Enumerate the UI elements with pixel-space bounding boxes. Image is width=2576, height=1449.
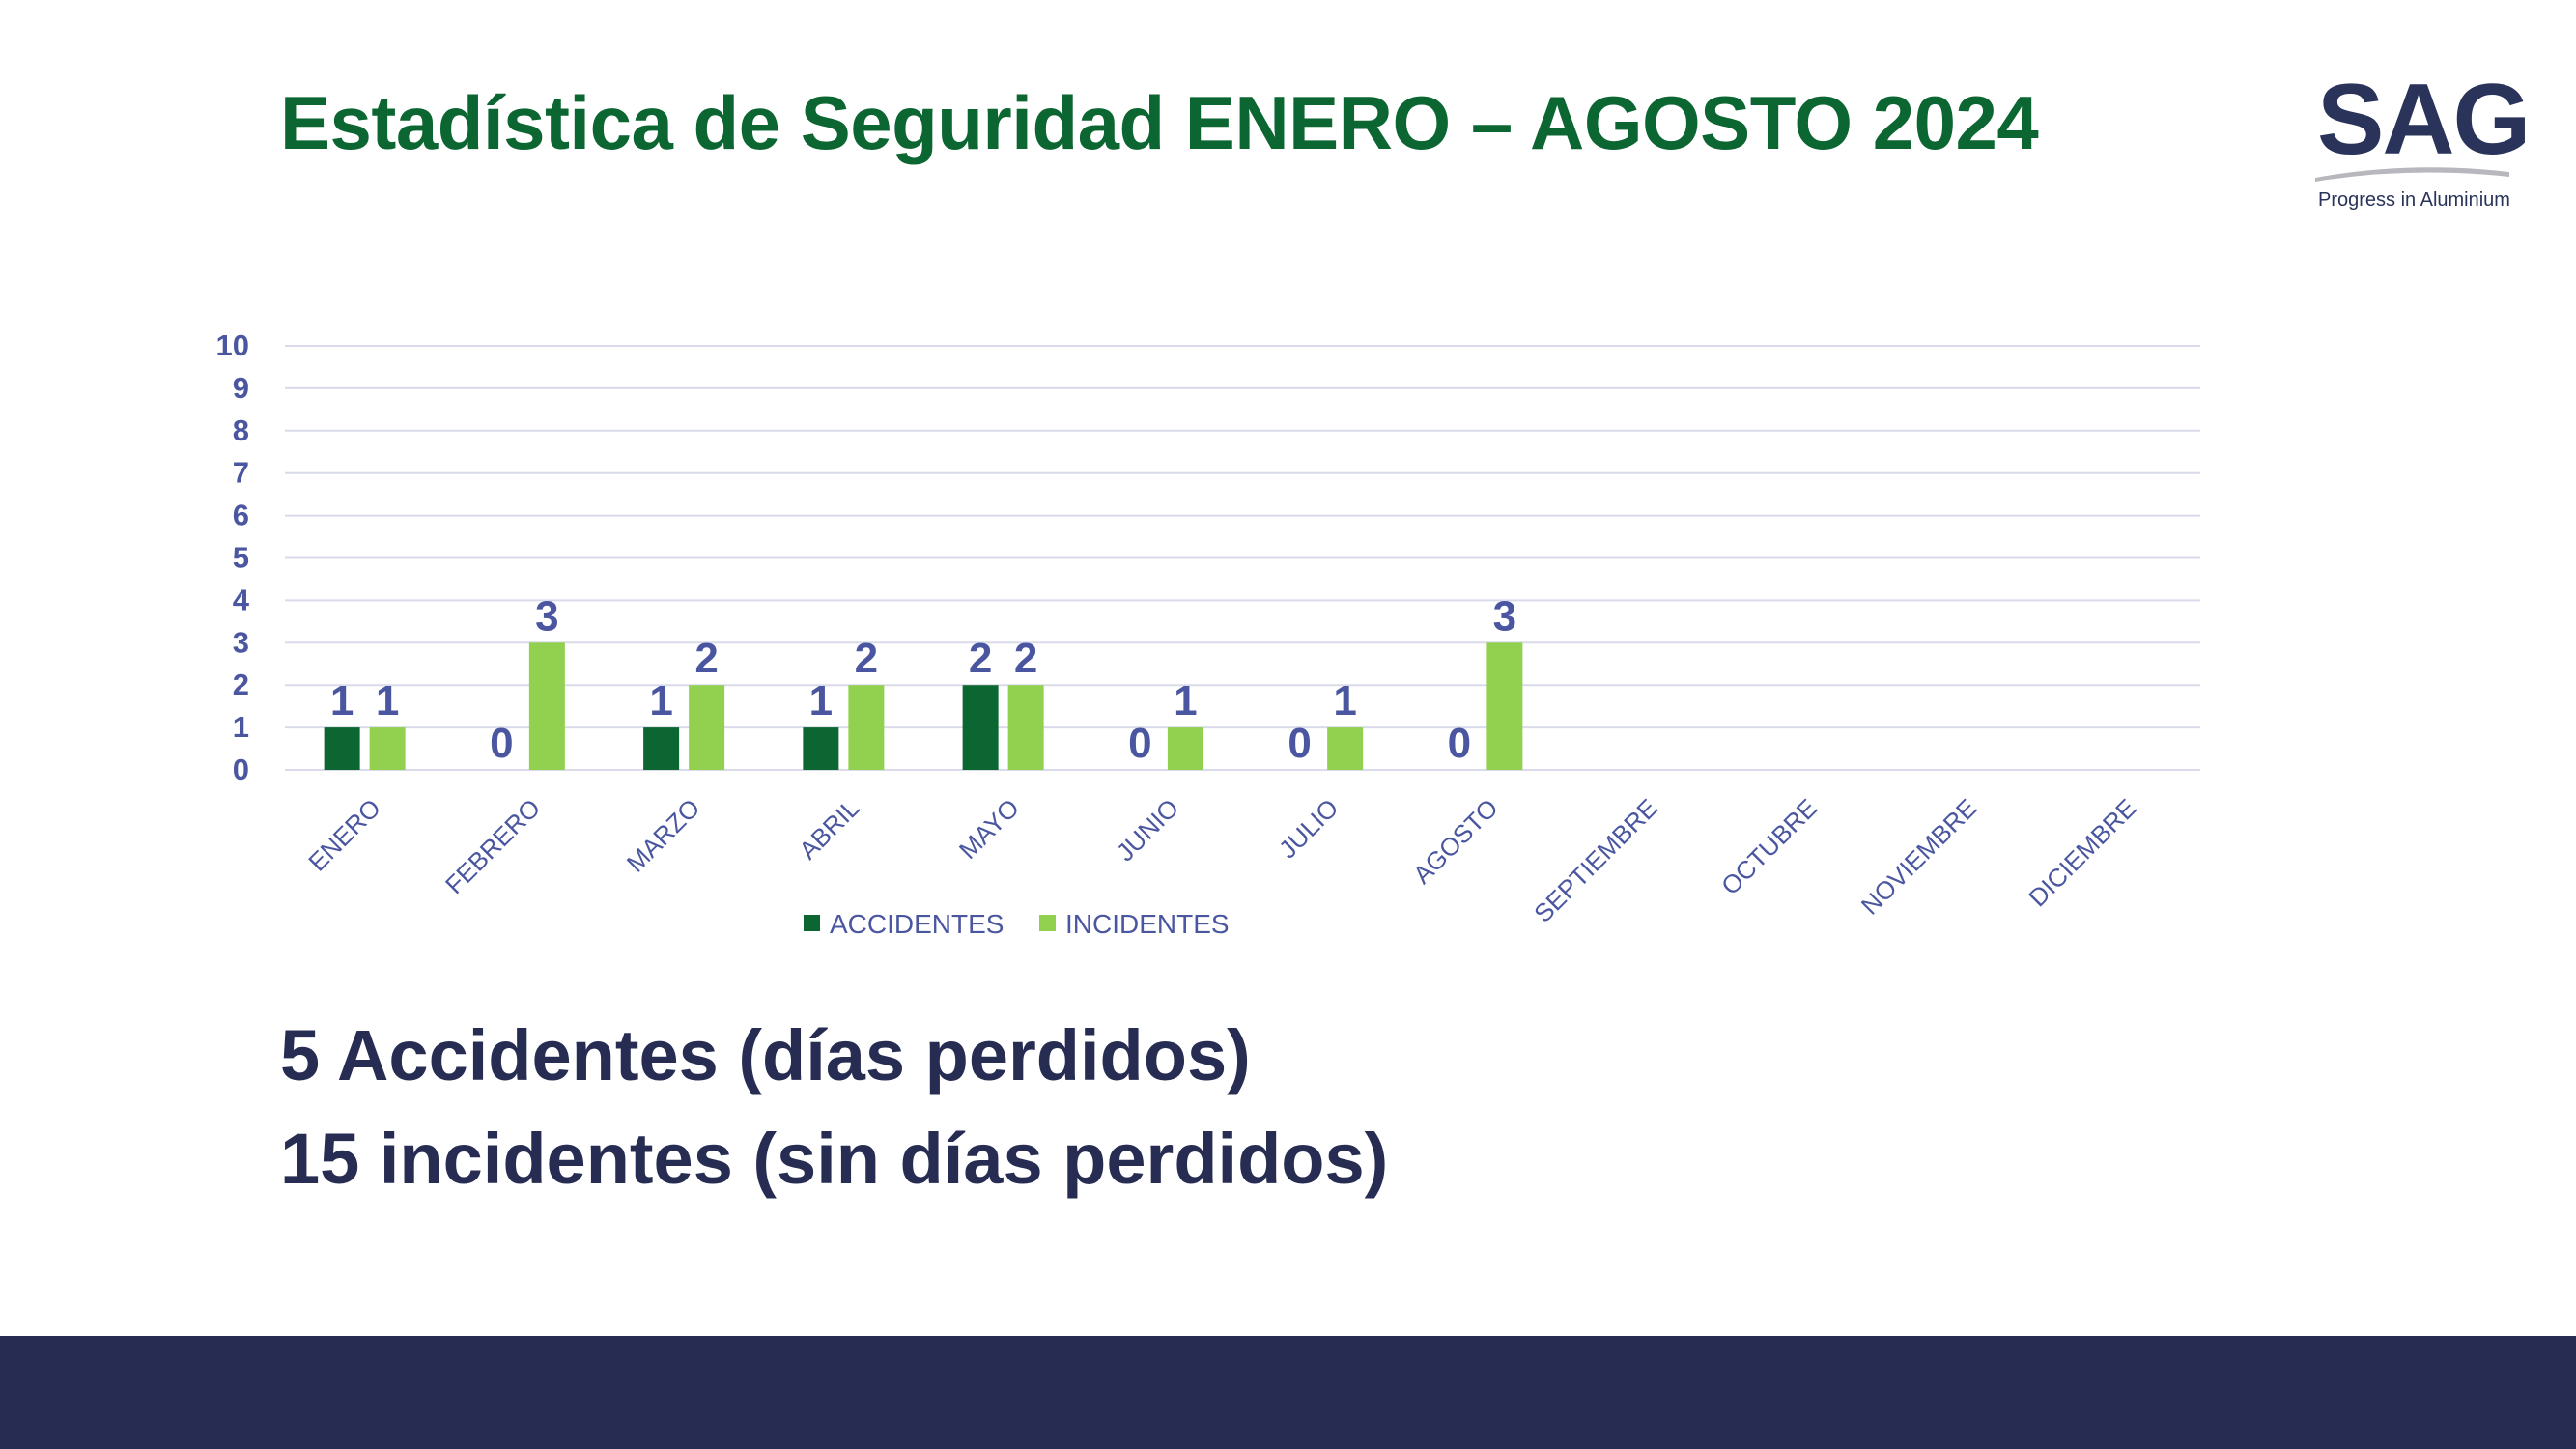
- data-label-accidentes-febrero: 0: [490, 720, 513, 767]
- data-label-accidentes-marzo: 1: [649, 677, 672, 724]
- legend-label-accidentes: ACCIDENTES: [830, 909, 1004, 939]
- bar-incidentes-febrero: [528, 642, 565, 770]
- bar-incidentes-agosto: [1486, 642, 1523, 770]
- y-tick-label: 7: [233, 456, 249, 490]
- legend-swatch-incidentes: [1039, 915, 1056, 931]
- x-tick-label-julio: JULIO: [1273, 793, 1344, 864]
- data-label-accidentes-abril: 1: [809, 677, 833, 724]
- y-tick-label: 2: [233, 668, 249, 701]
- y-axis-tick-labels: 0 1 2 3 4 5 6 7 8 9 10: [216, 328, 250, 786]
- x-axis-tick-labels: ENERO FEBRERO MARZO ABRIL MAYO JUNIO JULIO AGOS…: [302, 793, 2141, 928]
- x-tick-label-diciembre: DICIEMBRE: [2023, 793, 2141, 912]
- data-label-accidentes-junio: 0: [1128, 720, 1151, 767]
- data-label-incidentes-febrero: 3: [535, 592, 558, 639]
- bar-accidentes-marzo: [643, 727, 680, 770]
- y-tick-label: 8: [233, 413, 249, 447]
- chart-bars: [324, 642, 1523, 770]
- y-tick-label: 10: [216, 328, 249, 362]
- chart-gridlines: [285, 345, 2200, 771]
- legend-label-incidentes: INCIDENTES: [1065, 909, 1230, 939]
- summary-accidents: 5 Accidentes (días perdidos): [280, 1015, 1251, 1095]
- x-tick-label-septiembre: SEPTIEMBRE: [1528, 793, 1663, 928]
- y-tick-label: 3: [233, 625, 249, 659]
- bar-incidentes-enero: [369, 727, 406, 770]
- y-tick-label: 6: [233, 498, 249, 532]
- y-tick-label: 4: [233, 582, 250, 616]
- x-tick-label-febrero: FEBRERO: [439, 793, 546, 899]
- bar-incidentes-mayo: [1007, 685, 1044, 770]
- bar-incidentes-julio: [1327, 727, 1364, 770]
- x-tick-label-enero: ENERO: [302, 793, 386, 877]
- data-label-incidentes-abril: 2: [855, 635, 878, 682]
- company-logo: SAG Progress in Aluminium: [2313, 64, 2531, 224]
- x-tick-label-octubre: OCTUBRE: [1715, 793, 1823, 900]
- x-tick-label-junio: JUNIO: [1111, 793, 1184, 867]
- data-label-incidentes-marzo: 2: [694, 635, 718, 682]
- x-tick-label-marzo: MARZO: [621, 793, 706, 878]
- data-label-incidentes-junio: 1: [1174, 677, 1197, 724]
- footer-bar: [0, 1336, 2576, 1449]
- data-label-accidentes-mayo: 2: [969, 635, 992, 682]
- y-tick-label: 9: [233, 371, 249, 405]
- legend-swatch-accidentes: [804, 915, 820, 931]
- x-tick-label-agosto: AGOSTO: [1407, 793, 1504, 890]
- chart-legend: ACCIDENTES INCIDENTES: [804, 909, 1230, 939]
- y-tick-label: 1: [233, 710, 249, 744]
- data-label-incidentes-agosto: 3: [1493, 592, 1516, 639]
- x-tick-label-noviembre: NOVIEMBRE: [1855, 793, 1983, 921]
- logo-wordmark: SAG: [2317, 64, 2531, 176]
- y-tick-label: 5: [233, 541, 249, 575]
- logo-tagline: Progress in Aluminium: [2318, 189, 2510, 211]
- data-label-incidentes-mayo: 2: [1014, 635, 1037, 682]
- logo-swoosh-icon: [2315, 167, 2509, 182]
- bar-accidentes-enero: [324, 727, 360, 770]
- x-tick-label-mayo: MAYO: [953, 793, 1025, 865]
- y-tick-label: 0: [233, 753, 249, 786]
- data-label-accidentes-julio: 0: [1288, 720, 1311, 767]
- data-label-accidentes-enero: 1: [330, 677, 354, 724]
- bar-accidentes-abril: [803, 727, 839, 770]
- bar-incidentes-abril: [848, 685, 885, 770]
- x-tick-label-abril: ABRIL: [793, 793, 864, 865]
- bar-incidentes-junio: [1167, 727, 1203, 770]
- page-title: Estadística de Seguridad ENERO – AGOSTO …: [280, 80, 2039, 165]
- data-label-accidentes-agosto: 0: [1448, 720, 1471, 767]
- data-label-incidentes-enero: 1: [376, 677, 399, 724]
- bar-incidentes-marzo: [689, 685, 725, 770]
- bar-accidentes-mayo: [962, 685, 999, 770]
- summary-incidents: 15 incidentes (sin días perdidos): [280, 1119, 1389, 1199]
- data-label-incidentes-julio: 1: [1333, 677, 1356, 724]
